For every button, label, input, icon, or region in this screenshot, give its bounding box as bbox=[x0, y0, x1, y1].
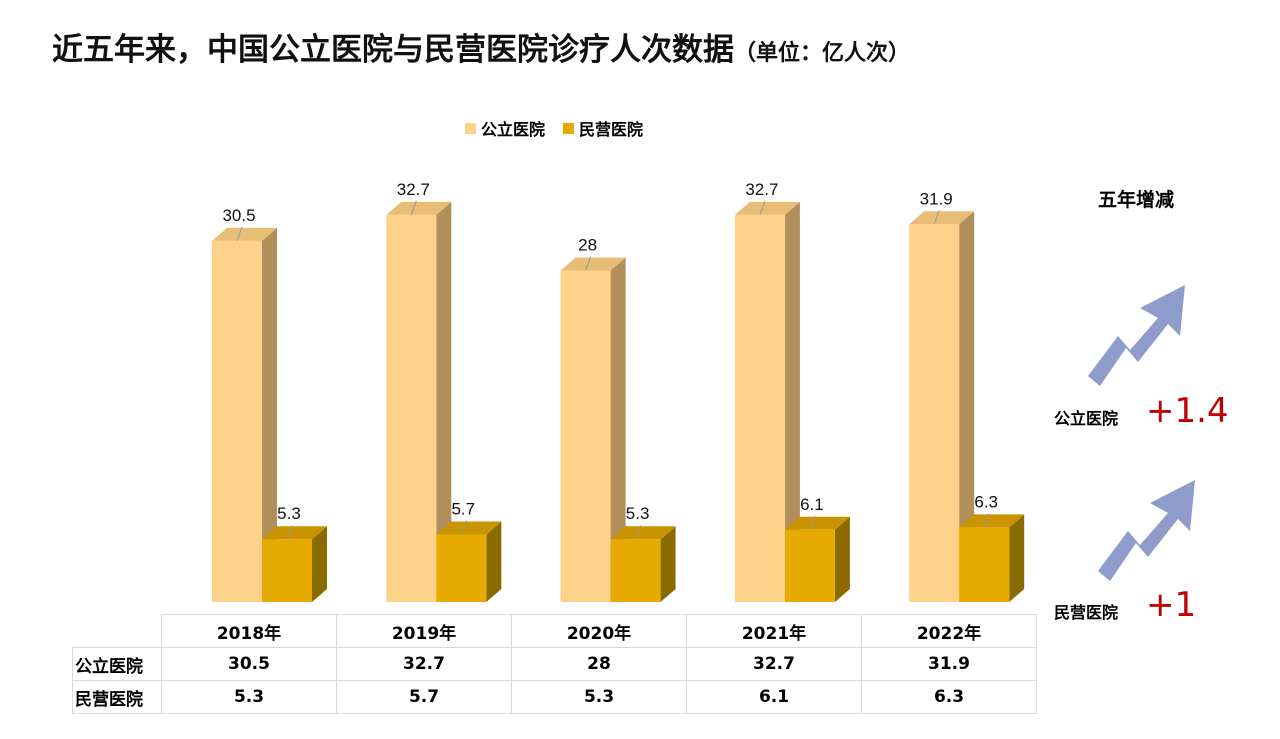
bar-side bbox=[784, 201, 800, 602]
table-header: 2022年 bbox=[861, 614, 1037, 648]
bar bbox=[212, 240, 262, 602]
data-table: 2018年 2019年 2020年 2021年 2022年 公立医院 30.5 … bbox=[72, 614, 1037, 714]
table-cell: 28 bbox=[511, 647, 687, 681]
data-label: 32.7 bbox=[745, 180, 778, 199]
bar-side bbox=[610, 257, 626, 602]
bar-top bbox=[212, 227, 277, 241]
data-label: 6.3 bbox=[974, 492, 998, 511]
label-leader bbox=[286, 525, 293, 540]
table-cell: 32.7 bbox=[336, 647, 512, 681]
bar-top bbox=[959, 514, 1025, 528]
legend: 公立医院 民营医院 bbox=[465, 116, 643, 140]
data-label: 5.3 bbox=[626, 504, 650, 523]
unit-label: （单位：亿人次） bbox=[734, 41, 911, 66]
bar-top bbox=[784, 516, 850, 530]
panel-heading: 五年增减 bbox=[1098, 189, 1175, 211]
bar-side bbox=[959, 211, 975, 602]
up-arrow-icon bbox=[1098, 480, 1195, 581]
title-text: 近五年来，中国公立医院与民营医院诊疗人次数据 bbox=[52, 32, 734, 68]
row-label: 民营医院 bbox=[72, 680, 162, 714]
bar-top bbox=[386, 201, 452, 215]
table-cell: 6.1 bbox=[686, 680, 862, 714]
bar-top bbox=[610, 526, 676, 540]
table-cell: 32.7 bbox=[686, 647, 862, 681]
public-change-label: 公立医院 bbox=[1054, 409, 1119, 428]
bar-top bbox=[734, 201, 800, 215]
bar bbox=[734, 214, 785, 602]
label-leader bbox=[410, 200, 417, 216]
data-label: 31.9 bbox=[920, 189, 953, 208]
data-label: 5.7 bbox=[451, 500, 475, 519]
bar bbox=[436, 534, 487, 602]
bar-side bbox=[486, 521, 502, 602]
label-leader bbox=[983, 513, 990, 528]
bar bbox=[262, 539, 312, 602]
label-leader bbox=[809, 515, 816, 530]
data-label: 30.5 bbox=[222, 206, 255, 225]
bar bbox=[610, 539, 661, 602]
bar-side bbox=[1009, 514, 1025, 602]
table-cell: 5.3 bbox=[511, 680, 687, 714]
table-cell: 6.3 bbox=[861, 680, 1037, 714]
table-header: 2021年 bbox=[686, 614, 862, 648]
label-leader bbox=[933, 210, 940, 225]
bar-side bbox=[262, 227, 277, 602]
private-change-value: +1 bbox=[1146, 585, 1197, 625]
private-change-label: 民营医院 bbox=[1054, 603, 1119, 622]
label-leader bbox=[635, 525, 642, 540]
page-title: 近五年来，中国公立医院与民营医院诊疗人次数据（单位：亿人次） bbox=[52, 24, 910, 69]
legend-label: 公立医院 bbox=[481, 120, 546, 139]
bar-top bbox=[560, 257, 626, 271]
label-leader bbox=[585, 256, 592, 271]
table-row: 公立医院 30.5 32.7 28 32.7 31.9 bbox=[72, 647, 1037, 681]
data-label: 6.1 bbox=[800, 495, 824, 514]
table-cell: 30.5 bbox=[161, 647, 337, 681]
table-cell: 5.7 bbox=[336, 680, 512, 714]
bar bbox=[560, 270, 611, 602]
label-leader bbox=[759, 200, 766, 216]
table-cell: 31.9 bbox=[861, 647, 1037, 681]
bar bbox=[909, 224, 960, 602]
up-arrow-icon bbox=[1088, 285, 1185, 386]
public-change-value: +1.4 bbox=[1146, 391, 1229, 431]
label-leader bbox=[460, 520, 467, 535]
bar bbox=[784, 529, 835, 602]
table-header: 2020年 bbox=[511, 614, 687, 648]
row-label: 公立医院 bbox=[72, 647, 162, 681]
bar-side bbox=[834, 516, 850, 602]
bar-top bbox=[909, 211, 975, 225]
data-label: 32.7 bbox=[397, 180, 430, 199]
legend-item-private: 民营医院 bbox=[563, 116, 643, 140]
bar-top bbox=[262, 526, 327, 540]
bar-side bbox=[312, 526, 327, 602]
table-header: 2018年 bbox=[161, 614, 337, 648]
table-cell: 5.3 bbox=[161, 680, 337, 714]
bar bbox=[386, 214, 437, 602]
data-label: 5.3 bbox=[277, 504, 301, 523]
legend-label: 民营医院 bbox=[579, 120, 644, 139]
label-leader bbox=[236, 226, 243, 242]
table-header: 2019年 bbox=[336, 614, 512, 648]
bar-side bbox=[660, 526, 676, 602]
table-row: 民营医院 5.3 5.7 5.3 6.1 6.3 bbox=[72, 680, 1037, 714]
bar-side bbox=[436, 201, 452, 602]
table-corner bbox=[72, 614, 162, 648]
bar bbox=[959, 527, 1010, 602]
table-header-row: 2018年 2019年 2020年 2021年 2022年 bbox=[72, 614, 1037, 648]
bar-top bbox=[436, 521, 502, 535]
data-label: 28 bbox=[578, 235, 597, 254]
legend-swatch bbox=[465, 122, 476, 134]
legend-item-public: 公立医院 bbox=[465, 116, 545, 140]
legend-swatch bbox=[563, 122, 575, 134]
